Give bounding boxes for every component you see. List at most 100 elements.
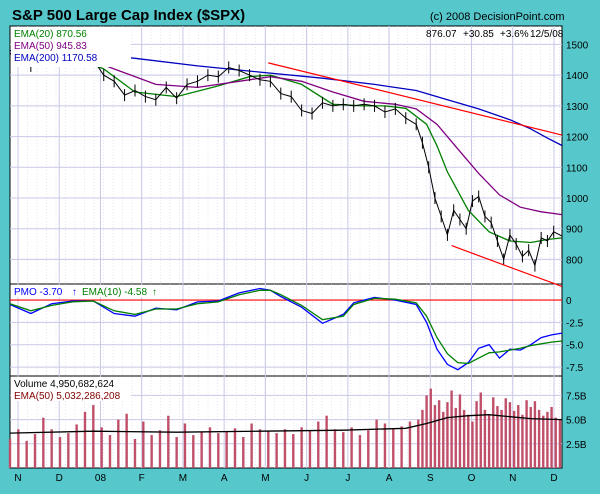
volume-bar: [367, 430, 370, 468]
x-tick-label: D: [550, 473, 557, 484]
y-tick-label: 0: [566, 296, 572, 307]
volume-bar: [75, 424, 78, 468]
quote-date: 12/5/08: [530, 29, 564, 40]
volume-bar: [442, 411, 445, 468]
y-tick-label: 1100: [566, 163, 588, 174]
volume-bar: [525, 400, 528, 468]
volume-bar: [100, 427, 103, 468]
volume-bar: [487, 414, 491, 468]
volume-bar: [258, 429, 262, 468]
volume-bar: [92, 405, 95, 468]
y-tick-label: 1400: [566, 71, 589, 82]
copyright: (c) 2008 DecisionPoint.com: [430, 11, 565, 23]
quote-close: 876.07: [426, 29, 457, 40]
x-tick-label: N: [14, 473, 21, 484]
y-tick-label: 1300: [566, 102, 589, 113]
volume-bar: [529, 406, 532, 468]
volume-bar: [425, 395, 428, 468]
volume-bar: [471, 421, 474, 468]
chart-marks: [8, 44, 563, 468]
y-tick-label: 900: [566, 225, 583, 236]
volume-bar: [462, 409, 466, 468]
volume-bar: [512, 410, 516, 468]
y-tick-label: 1200: [566, 133, 589, 144]
volume-legend-bg: [11, 377, 131, 401]
y-tick-label: 5.0B: [566, 416, 587, 427]
volume-bar: [533, 401, 537, 468]
x-tick-label: J: [345, 473, 350, 484]
volume-bar: [558, 419, 562, 468]
volume-bar: [208, 427, 212, 468]
quote-pct: +3.6%: [500, 29, 529, 40]
volume-bar: [50, 429, 53, 468]
vol_ema-line: [9, 414, 563, 434]
pmo-label: PMO -3.70: [14, 287, 63, 298]
volume-bar: [500, 409, 503, 468]
x-tick-label: O: [468, 473, 476, 484]
ema50-line: [9, 52, 563, 216]
pmo_ema-line: [9, 289, 563, 365]
x-tick-label: M: [261, 473, 269, 484]
volume-bar: [454, 407, 457, 468]
volume-bar: [83, 411, 87, 468]
volume-bar: [400, 426, 403, 468]
x-tick-label: M: [179, 473, 187, 484]
volume-bar: [508, 402, 512, 468]
volume-bar: [267, 431, 270, 468]
volume-bar: [158, 430, 162, 468]
chart-title: S&P 500 Large Cap Index ($SPX): [12, 7, 245, 24]
ema50-label: EMA(50) 945.83: [14, 41, 87, 52]
volume-bar: [142, 421, 145, 468]
volume-bar: [25, 440, 28, 468]
price-panel: [9, 25, 563, 285]
volume-bar: [242, 437, 245, 468]
volume-bar: [225, 431, 228, 468]
volume-bar: [125, 413, 128, 468]
volume-bar: [458, 394, 462, 468]
ema20-label: EMA(20) 870.56: [14, 29, 87, 40]
volume-bar: [150, 435, 153, 468]
y-tick-label: -7.5: [566, 363, 584, 374]
pmo-up-arrow-icon: ↑: [72, 287, 77, 298]
x-tick-label: A: [386, 473, 393, 484]
volume-bar: [117, 419, 120, 468]
volume-bar: [383, 423, 387, 468]
volume-bar: [42, 417, 45, 468]
y-tick-label: 7.5B: [566, 391, 587, 402]
volume-bar: [283, 429, 287, 468]
volume-bar: [175, 437, 178, 468]
y-tick-label: -2.5: [566, 318, 584, 329]
volume-bar: [421, 409, 424, 468]
volume-bar: [467, 414, 470, 468]
volume-ema-label: EMA(50) 5,032,286,208: [14, 391, 121, 402]
volume-bar: [292, 434, 295, 468]
volume-bar: [492, 397, 495, 468]
y-tick-label: 800: [566, 255, 583, 266]
volume-bar: [308, 430, 312, 468]
volume-bar: [342, 432, 345, 468]
volume-bar: [217, 433, 220, 468]
x-tick-label: 08: [95, 473, 107, 484]
volume-bar: [475, 401, 478, 468]
y-tick-label: -5.0: [566, 341, 584, 352]
volume-bar: [8, 438, 12, 468]
pmo-ema-up-arrow-icon: ↑: [152, 287, 157, 298]
volume-bar: [58, 437, 62, 468]
volume-bar: [546, 411, 549, 468]
volume-bar: [358, 435, 362, 468]
pmo-line: [9, 287, 563, 371]
volume-bar: [496, 406, 499, 468]
y-tick-label: 1000: [566, 194, 589, 205]
volume-bar: [450, 390, 453, 468]
price-legend-bg: [11, 27, 131, 67]
volume-bar: [108, 435, 112, 468]
volume-bar: [67, 433, 70, 468]
volume-bar: [300, 427, 303, 468]
volume-bar: [167, 415, 170, 468]
quote-change: +30.85: [463, 29, 494, 40]
pmo-legend-bg: [11, 285, 161, 297]
ema200-label: EMA(200) 1170.58: [14, 53, 98, 64]
volume-bar: [33, 434, 37, 468]
ema200-line: [9, 49, 563, 147]
